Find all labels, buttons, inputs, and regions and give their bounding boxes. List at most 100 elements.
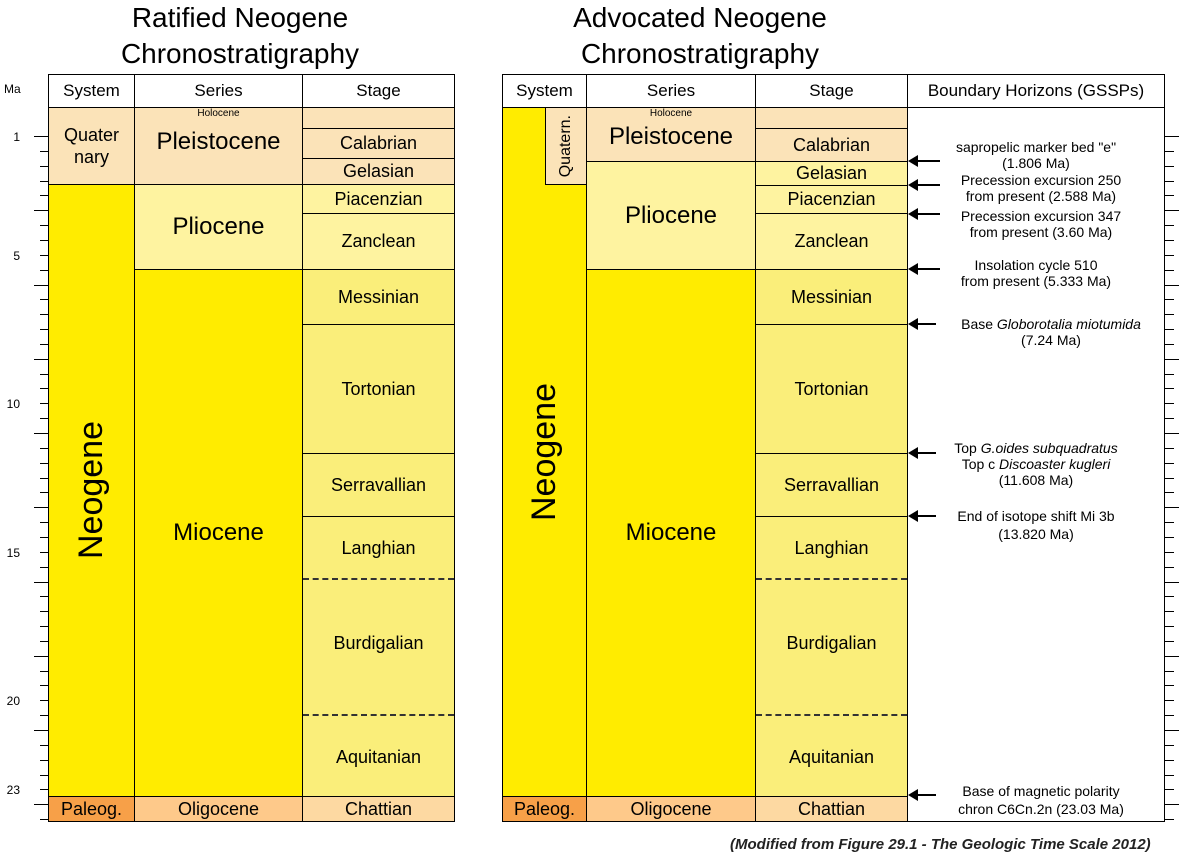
- ma-tick: [40, 403, 48, 404]
- horizon-messinian-line2: from present (5.333 Ma): [960, 273, 1112, 289]
- right-header-series: Series: [586, 74, 756, 108]
- horizon-aquitanian-line1: Base of magnetic polarity: [962, 783, 1120, 799]
- horizon-piacenzian-text: Precession excursion 250 from present (2…: [936, 172, 1146, 204]
- horizon-zanclean-line2: from present (3.60 Ma): [969, 224, 1113, 240]
- horizon-piacenzian-line2: from present (2.588 Ma): [965, 188, 1117, 204]
- ma-tick: [1165, 656, 1179, 657]
- left-stage-holocene: [302, 107, 455, 129]
- right-boundary-horizons-column: [907, 107, 1165, 822]
- ma-tick: [1165, 685, 1174, 686]
- ma-tick: [40, 775, 48, 776]
- ma-tick: [1165, 715, 1174, 716]
- ma-tick: [34, 359, 48, 360]
- horizon-gelasian-line2: (1.806 Ma): [1002, 155, 1070, 171]
- ma-tick: [40, 596, 48, 597]
- ma-tick: [1165, 329, 1174, 330]
- ma-tick: [1165, 478, 1174, 479]
- ma-tick: [40, 418, 48, 419]
- ma-tick: [40, 329, 48, 330]
- ma-tick: [34, 582, 48, 583]
- ma-tick: [40, 611, 48, 612]
- ma-tick: [1165, 151, 1174, 152]
- ma-tick: [34, 285, 48, 286]
- horizon-langhian-line2: (13.820 Ma): [998, 526, 1074, 542]
- left-stage-gelasian: Gelasian: [302, 158, 455, 185]
- right-stage-dashed-boundary-2: [756, 714, 907, 716]
- ma-tick: [1165, 433, 1179, 434]
- horizon-serravallian-line2: Top c Discoaster kugleri: [936, 456, 1136, 472]
- horizon-langhian-line1: End of isotope shift Mi 3b: [957, 508, 1115, 524]
- ma-tick: [1165, 537, 1174, 538]
- ma-tick: [40, 715, 48, 716]
- ma-tick: [1165, 285, 1179, 286]
- horizon-arrow-zanclean: [908, 208, 940, 220]
- ma-label-10: 10: [6, 397, 20, 411]
- right-title-line1: Advocated Neogene: [573, 2, 827, 33]
- ma-tick: [1165, 804, 1179, 805]
- ma-tick: [1165, 403, 1174, 404]
- right-series-miocene: Miocene: [586, 269, 756, 797]
- left-stage-calabrian: Calabrian: [302, 128, 455, 159]
- left-series-pliocene: Pliocene: [134, 184, 303, 270]
- ma-tick: [40, 700, 48, 701]
- ma-tick: [1165, 775, 1174, 776]
- ma-tick: [34, 507, 48, 508]
- ma-tick: [1165, 745, 1174, 746]
- horizon-serravallian-line1b: G.oides subquadratus: [980, 440, 1118, 456]
- left-stage-serravallian: Serravallian: [302, 453, 455, 517]
- ma-tick: [1165, 789, 1174, 790]
- left-header-system: System: [48, 74, 135, 108]
- ma-tick: [40, 478, 48, 479]
- ma-tick: [34, 136, 48, 137]
- ma-tick: [1165, 700, 1174, 701]
- horizon-aquitanian-text: Base of magnetic polarity chron C6Cn.2n …: [936, 783, 1146, 817]
- left-series-pleistocene-label: Pleistocene: [156, 128, 281, 155]
- right-title-line2: Chronostratigraphy: [580, 38, 820, 69]
- left-title-line2: Chronostratigraphy: [120, 38, 360, 69]
- right-series-holocene-label: Holocene: [649, 108, 693, 119]
- left-system-quaternary: Quater nary: [48, 107, 135, 185]
- ma-tick: [40, 166, 48, 167]
- right-series-holocene: Holocene Pleistocene: [586, 107, 756, 162]
- right-system-paleogene: Paleog.: [502, 796, 587, 822]
- ma-tick: [40, 522, 48, 523]
- ma-tick: [1165, 492, 1174, 493]
- right-header-stage: Stage: [755, 74, 908, 108]
- horizon-arrow-aquitanian: [908, 789, 936, 801]
- ma-tick: [34, 433, 48, 434]
- ma-tick: [40, 819, 48, 820]
- ma-tick: [1165, 181, 1174, 182]
- left-system-quaternary-label: Quater nary: [63, 125, 120, 167]
- right-series-pliocene: Pliocene: [586, 161, 756, 270]
- right-stage-serravallian: Serravallian: [755, 453, 908, 517]
- ma-tick: [34, 210, 48, 211]
- horizon-serravallian-line1a: Top: [954, 440, 981, 456]
- ma-tick: [1165, 136, 1179, 137]
- ma-tick: [1165, 522, 1174, 523]
- ma-tick: [1165, 641, 1174, 642]
- ma-tick: [1165, 359, 1179, 360]
- ma-tick: [1165, 255, 1174, 256]
- left-series-holocene: Holocene Pleistocene: [134, 107, 303, 185]
- right-stage-dashed-boundary-1: [756, 578, 907, 580]
- left-system-neogene-label: Neogene: [72, 421, 110, 560]
- right-series-oligocene: Oligocene: [586, 796, 756, 822]
- ma-tick: [40, 240, 48, 241]
- ma-tick: [40, 225, 48, 226]
- ma-tick: [1165, 567, 1174, 568]
- ma-tick: [40, 270, 48, 271]
- ma-tick: [1165, 225, 1174, 226]
- left-stage-piacenzian: Piacenzian: [302, 184, 455, 214]
- ma-tick: [1165, 582, 1179, 583]
- left-stage-burdigalian: Burdigalian: [333, 633, 424, 653]
- horizon-tortonian-line2: (7.24 Ma): [1021, 332, 1081, 348]
- left-stage-langhian-burdigalian-aquitanian: [302, 516, 455, 797]
- ma-tick: [1165, 418, 1174, 419]
- ma-tick: [1165, 166, 1174, 167]
- ma-tick: [1165, 730, 1179, 731]
- right-system-quaternary: Quatern.: [545, 107, 587, 185]
- ma-tick: [1165, 448, 1174, 449]
- right-stage-burdigalian: Burdigalian: [786, 633, 877, 653]
- ma-tick: [40, 388, 48, 389]
- ma-tick: [1165, 314, 1174, 315]
